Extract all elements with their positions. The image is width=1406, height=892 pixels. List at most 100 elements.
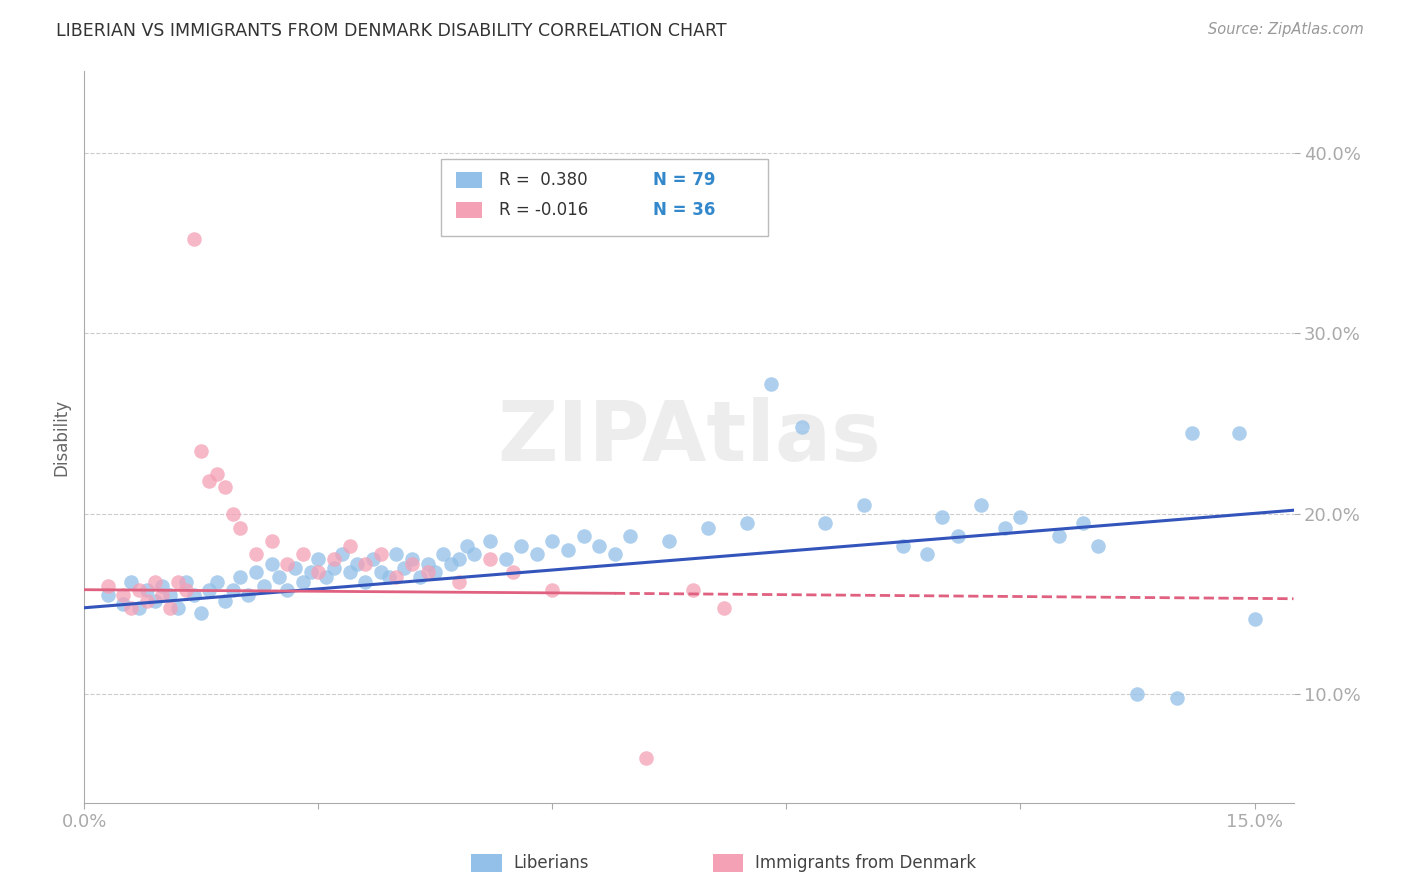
Point [276, 582, 298, 597]
Point [354, 558, 377, 572]
Point [167, 575, 190, 590]
Point [150, 588, 173, 602]
Point [245, 547, 267, 561]
Point [401, 552, 423, 566]
Text: N = 36: N = 36 [652, 202, 716, 219]
Point [120, 600, 142, 615]
Text: Source: ZipAtlas.com: Source: ZipAtlas.com [1208, 22, 1364, 37]
Bar [713, 854, 744, 872]
Point [697, 521, 720, 535]
Point [634, 750, 657, 764]
Point [619, 528, 641, 542]
Point [260, 558, 283, 572]
Point [541, 582, 564, 597]
Point [495, 552, 517, 566]
Point [112, 588, 135, 602]
Text: R = -0.016: R = -0.016 [499, 202, 588, 219]
Point [198, 475, 221, 489]
Point [463, 547, 485, 561]
Point [994, 521, 1017, 535]
Point [682, 582, 704, 597]
Point [385, 570, 408, 584]
Point [291, 547, 314, 561]
Point [229, 521, 252, 535]
Point [205, 575, 228, 590]
Point [135, 582, 157, 597]
Point [416, 558, 439, 572]
Point [572, 528, 595, 542]
Point [307, 565, 329, 579]
Point [150, 579, 173, 593]
Point [915, 547, 938, 561]
Point [128, 582, 150, 597]
Point [1126, 688, 1149, 702]
Point [385, 547, 408, 561]
Point [440, 558, 463, 572]
Point [425, 565, 447, 579]
Point [346, 558, 368, 572]
Point [190, 606, 212, 620]
Point [339, 539, 361, 553]
Point [1227, 425, 1250, 440]
Point [253, 579, 276, 593]
Bar [456, 202, 482, 219]
Point [853, 498, 876, 512]
Point [143, 593, 166, 607]
Point [541, 533, 564, 548]
Point [354, 575, 377, 590]
Point [330, 547, 353, 561]
Point [190, 443, 212, 458]
Point [159, 588, 181, 602]
Point [1181, 425, 1204, 440]
Point [479, 533, 502, 548]
Point [221, 507, 243, 521]
Point [1243, 611, 1265, 625]
Point [97, 579, 120, 593]
Point [97, 588, 120, 602]
Point [339, 565, 361, 579]
Point [183, 588, 205, 602]
Point [198, 582, 221, 597]
Point [409, 570, 432, 584]
FancyBboxPatch shape [441, 159, 768, 235]
Point [479, 552, 502, 566]
Point [135, 593, 157, 607]
Text: ZIPAtlas: ZIPAtlas [496, 397, 882, 477]
Point [1049, 528, 1071, 542]
Point [432, 547, 454, 561]
Point [946, 528, 969, 542]
Point [447, 552, 470, 566]
Bar [471, 854, 502, 872]
Point [143, 575, 166, 590]
Point [970, 498, 993, 512]
Point [1010, 510, 1032, 524]
Point [759, 376, 782, 391]
Y-axis label: Disability: Disability [52, 399, 70, 475]
Point [377, 570, 399, 584]
Point [315, 570, 337, 584]
Point [392, 561, 415, 575]
Point [174, 575, 197, 590]
Bar [456, 171, 482, 187]
Point [603, 547, 626, 561]
Point [260, 533, 283, 548]
Point [557, 543, 579, 558]
Point [159, 600, 181, 615]
Point [284, 561, 307, 575]
Point [1071, 516, 1094, 530]
Point [658, 533, 681, 548]
Point [229, 570, 252, 584]
Point [456, 539, 478, 553]
Point [931, 510, 953, 524]
Point [291, 575, 314, 590]
Point [510, 539, 533, 553]
Text: N = 79: N = 79 [652, 170, 716, 188]
Point [183, 232, 205, 246]
Point [502, 565, 524, 579]
Point [361, 552, 384, 566]
Point [790, 420, 813, 434]
Point [588, 539, 610, 553]
Point [214, 593, 236, 607]
Point [447, 575, 470, 590]
Point [269, 570, 291, 584]
